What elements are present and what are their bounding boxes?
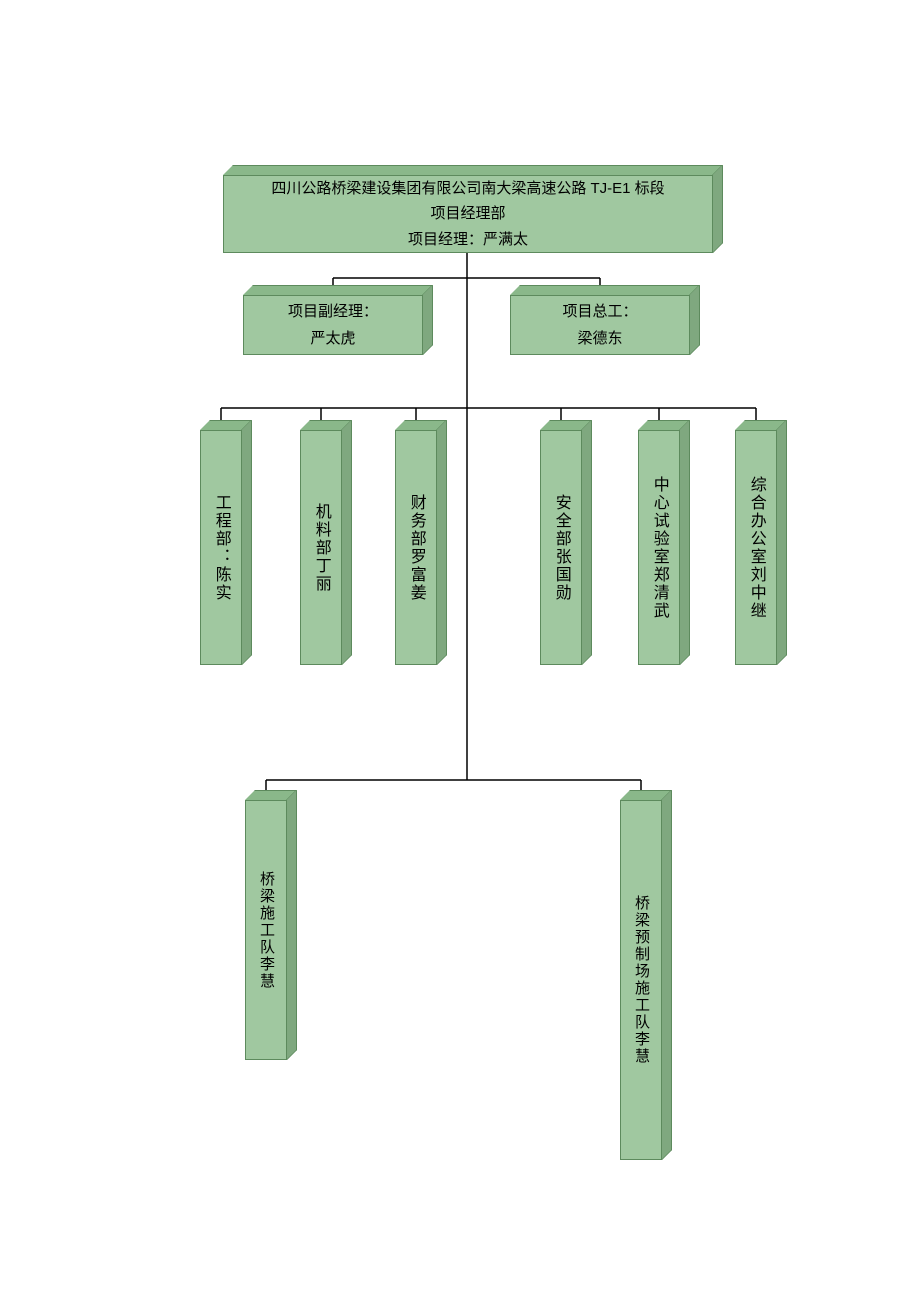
team-label: 桥梁预制场施工队李慧 [629, 895, 653, 1065]
l2-box-deputy: 项目副经理：严太虎 [243, 295, 423, 355]
l2-line2: 严太虎 [288, 325, 378, 352]
root-text: 四川公路桥梁建设集团有限公司南大梁高速公路 TJ-E1 标段项目经理部项目经理：… [271, 176, 664, 253]
dept-label: 综合办公室刘中继 [743, 476, 769, 620]
dept-box-eng: 工程部：陈实 [200, 430, 242, 665]
team-box-prefab-team: 桥梁预制场施工队李慧 [620, 800, 662, 1160]
dept-box-office: 综合办公室刘中继 [735, 430, 777, 665]
dept-box-mat: 机料部丁丽 [300, 430, 342, 665]
dept-label: 中心试验室郑清武 [646, 476, 672, 620]
root-line2: 项目经理部 [271, 201, 664, 227]
dept-label: 机料部丁丽 [308, 503, 334, 593]
root-line1: 四川公路桥梁建设集团有限公司南大梁高速公路 TJ-E1 标段 [271, 176, 664, 202]
l2-text: 项目总工：梁德东 [562, 298, 637, 352]
l2-box-chief: 项目总工：梁德东 [510, 295, 690, 355]
l2-line1: 项目副经理： [288, 298, 378, 325]
dept-label: 安全部张国勋 [548, 494, 574, 602]
root-box: 四川公路桥梁建设集团有限公司南大梁高速公路 TJ-E1 标段项目经理部项目经理：… [223, 175, 713, 253]
dept-label: 财务部罗富姜 [403, 494, 429, 602]
dept-box-fin: 财务部罗富姜 [395, 430, 437, 665]
team-label: 桥梁施工队李慧 [254, 871, 278, 990]
team-box-bridge-team: 桥梁施工队李慧 [245, 800, 287, 1060]
root-line3: 项目经理：严满太 [271, 227, 664, 253]
l2-text: 项目副经理：严太虎 [288, 298, 378, 352]
org-chart: 四川公路桥梁建设集团有限公司南大梁高速公路 TJ-E1 标段项目经理部项目经理：… [0, 0, 920, 1302]
l2-line1: 项目总工： [562, 298, 637, 325]
dept-box-lab: 中心试验室郑清武 [638, 430, 680, 665]
l2-line2: 梁德东 [562, 325, 637, 352]
dept-box-safe: 安全部张国勋 [540, 430, 582, 665]
dept-label: 工程部：陈实 [208, 494, 234, 602]
